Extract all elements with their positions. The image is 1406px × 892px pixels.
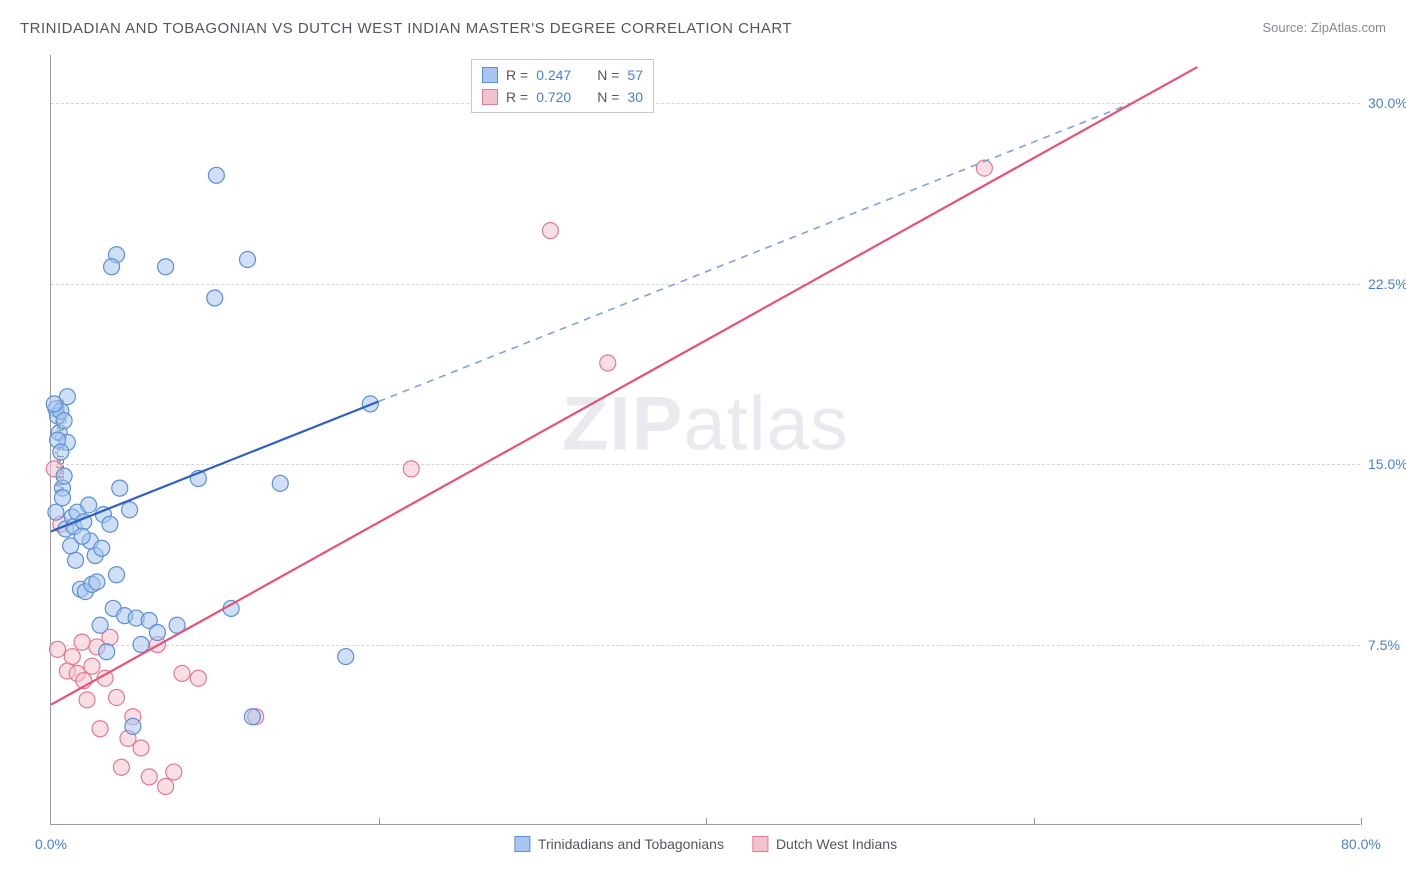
plot-area: ZIPatlas R = 0.247 N = 57 R = 0.720 N = … [50,55,1360,825]
chart-title: TRINIDADIAN AND TOBAGONIAN VS DUTCH WEST… [20,20,792,37]
legend-swatch-0 [482,67,498,83]
legend-item-0: Trinidadians and Tobagonians [514,836,724,852]
legend-swatch-bottom-1 [752,836,768,852]
x-tick-label: 80.0% [1341,836,1381,852]
x-tick-label: 0.0% [35,836,67,852]
y-tick-label: 7.5% [1368,637,1406,653]
y-tick-label: 22.5% [1368,276,1406,292]
y-tick-label: 15.0% [1368,456,1406,472]
source-label: Source: ZipAtlas.com [1262,20,1386,35]
scatter-plot [51,55,1360,824]
y-tick-label: 30.0% [1368,95,1406,111]
legend-row-series-0: R = 0.247 N = 57 [482,64,643,86]
legend-swatch-bottom-0 [514,836,530,852]
legend-row-series-1: R = 0.720 N = 30 [482,86,643,108]
legend-item-1: Dutch West Indians [752,836,897,852]
correlation-legend: R = 0.247 N = 57 R = 0.720 N = 30 [471,59,654,113]
chart-container: TRINIDADIAN AND TOBAGONIAN VS DUTCH WEST… [0,0,1406,892]
series-legend: Trinidadians and Tobagonians Dutch West … [514,836,897,852]
legend-swatch-1 [482,89,498,105]
